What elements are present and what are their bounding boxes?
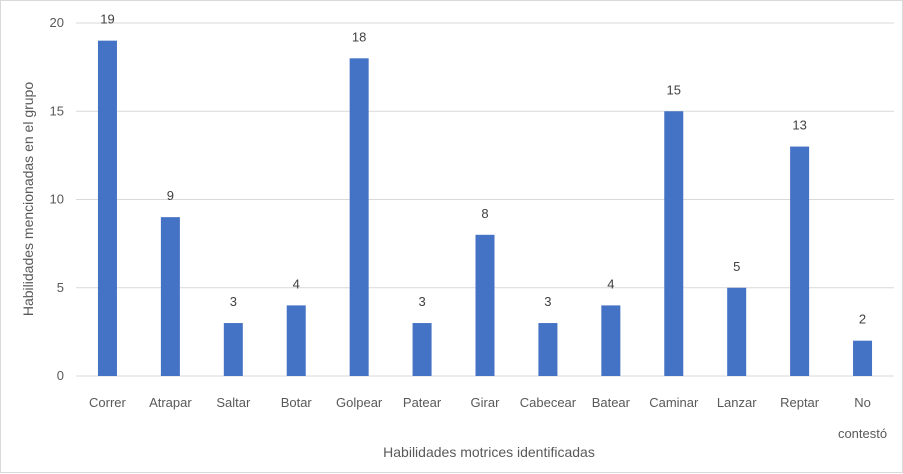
bar-botar (286, 305, 306, 376)
bar-saltar (223, 323, 243, 376)
x-tick-label-patear: Patear (403, 395, 442, 410)
x-tick-label-saltar: Saltar (216, 395, 251, 410)
bar-lanzar (727, 287, 747, 376)
y-axis-ticks: 0 5 10 15 20 (50, 15, 64, 383)
bar-correr (97, 40, 117, 377)
x-tick-label-botar: Botar (281, 395, 313, 410)
bar-caminar (664, 111, 684, 376)
data-label-no-contest-: 2 (859, 312, 866, 327)
data-label-reptar: 13 (792, 118, 806, 133)
x-axis-ticks: Correr Atrapar Saltar Botar Golpear Patear Gir… (89, 395, 887, 441)
data-label-caminar: 15 (667, 82, 681, 97)
x-tick-label-caminar: Caminar (649, 395, 699, 410)
bar-batear (601, 305, 621, 376)
y-axis-title: Habilidades mencionadas en el grupo (20, 82, 36, 316)
x-tick-label-lanzar: Lanzar (717, 395, 757, 410)
bar-patear (412, 323, 432, 376)
data-label-lanzar: 5 (733, 259, 740, 274)
data-label-atrapar: 9 (167, 188, 174, 203)
data-label-girar: 8 (481, 206, 488, 221)
y-tick-label-20: 20 (50, 15, 64, 30)
bar-golpear (349, 58, 369, 377)
x-axis-title: Habilidades motrices identificadas (383, 444, 595, 460)
x-tick-label-correr: Correr (89, 395, 127, 410)
y-tick-label-10: 10 (50, 192, 64, 207)
data-label-botar: 4 (293, 276, 300, 291)
bars (97, 40, 873, 377)
x-tick-label-reptar: Reptar (780, 395, 820, 410)
bar-no-contest- (853, 340, 873, 376)
data-labels: 19 9 3 4 18 3 8 3 4 15 5 13 2 (100, 12, 866, 327)
y-tick-label-5: 5 (57, 280, 64, 295)
gridlines (76, 22, 894, 377)
bar-reptar (790, 146, 810, 376)
data-label-saltar: 3 (230, 294, 237, 309)
data-label-patear: 3 (418, 294, 425, 309)
data-label-correr: 19 (100, 12, 114, 27)
y-tick-label-15: 15 (50, 103, 64, 118)
x-tick-label-atrapar: Atrapar (149, 395, 192, 410)
x-tick-label-no-contest-: No contestó (838, 395, 887, 441)
bar-atrapar (160, 217, 180, 376)
data-label-golpear: 18 (352, 29, 366, 44)
data-label-cabecear: 3 (544, 294, 551, 309)
data-label-batear: 4 (607, 276, 614, 291)
y-tick-label-0: 0 (57, 368, 64, 383)
x-tick-label-girar: Girar (471, 395, 501, 410)
bar-cabecear (538, 323, 558, 376)
x-tick-label-cabecear: Cabecear (520, 395, 577, 410)
x-tick-label-golpear: Golpear (336, 395, 383, 410)
x-tick-label-batear: Batear (592, 395, 631, 410)
bar-girar (475, 234, 495, 376)
